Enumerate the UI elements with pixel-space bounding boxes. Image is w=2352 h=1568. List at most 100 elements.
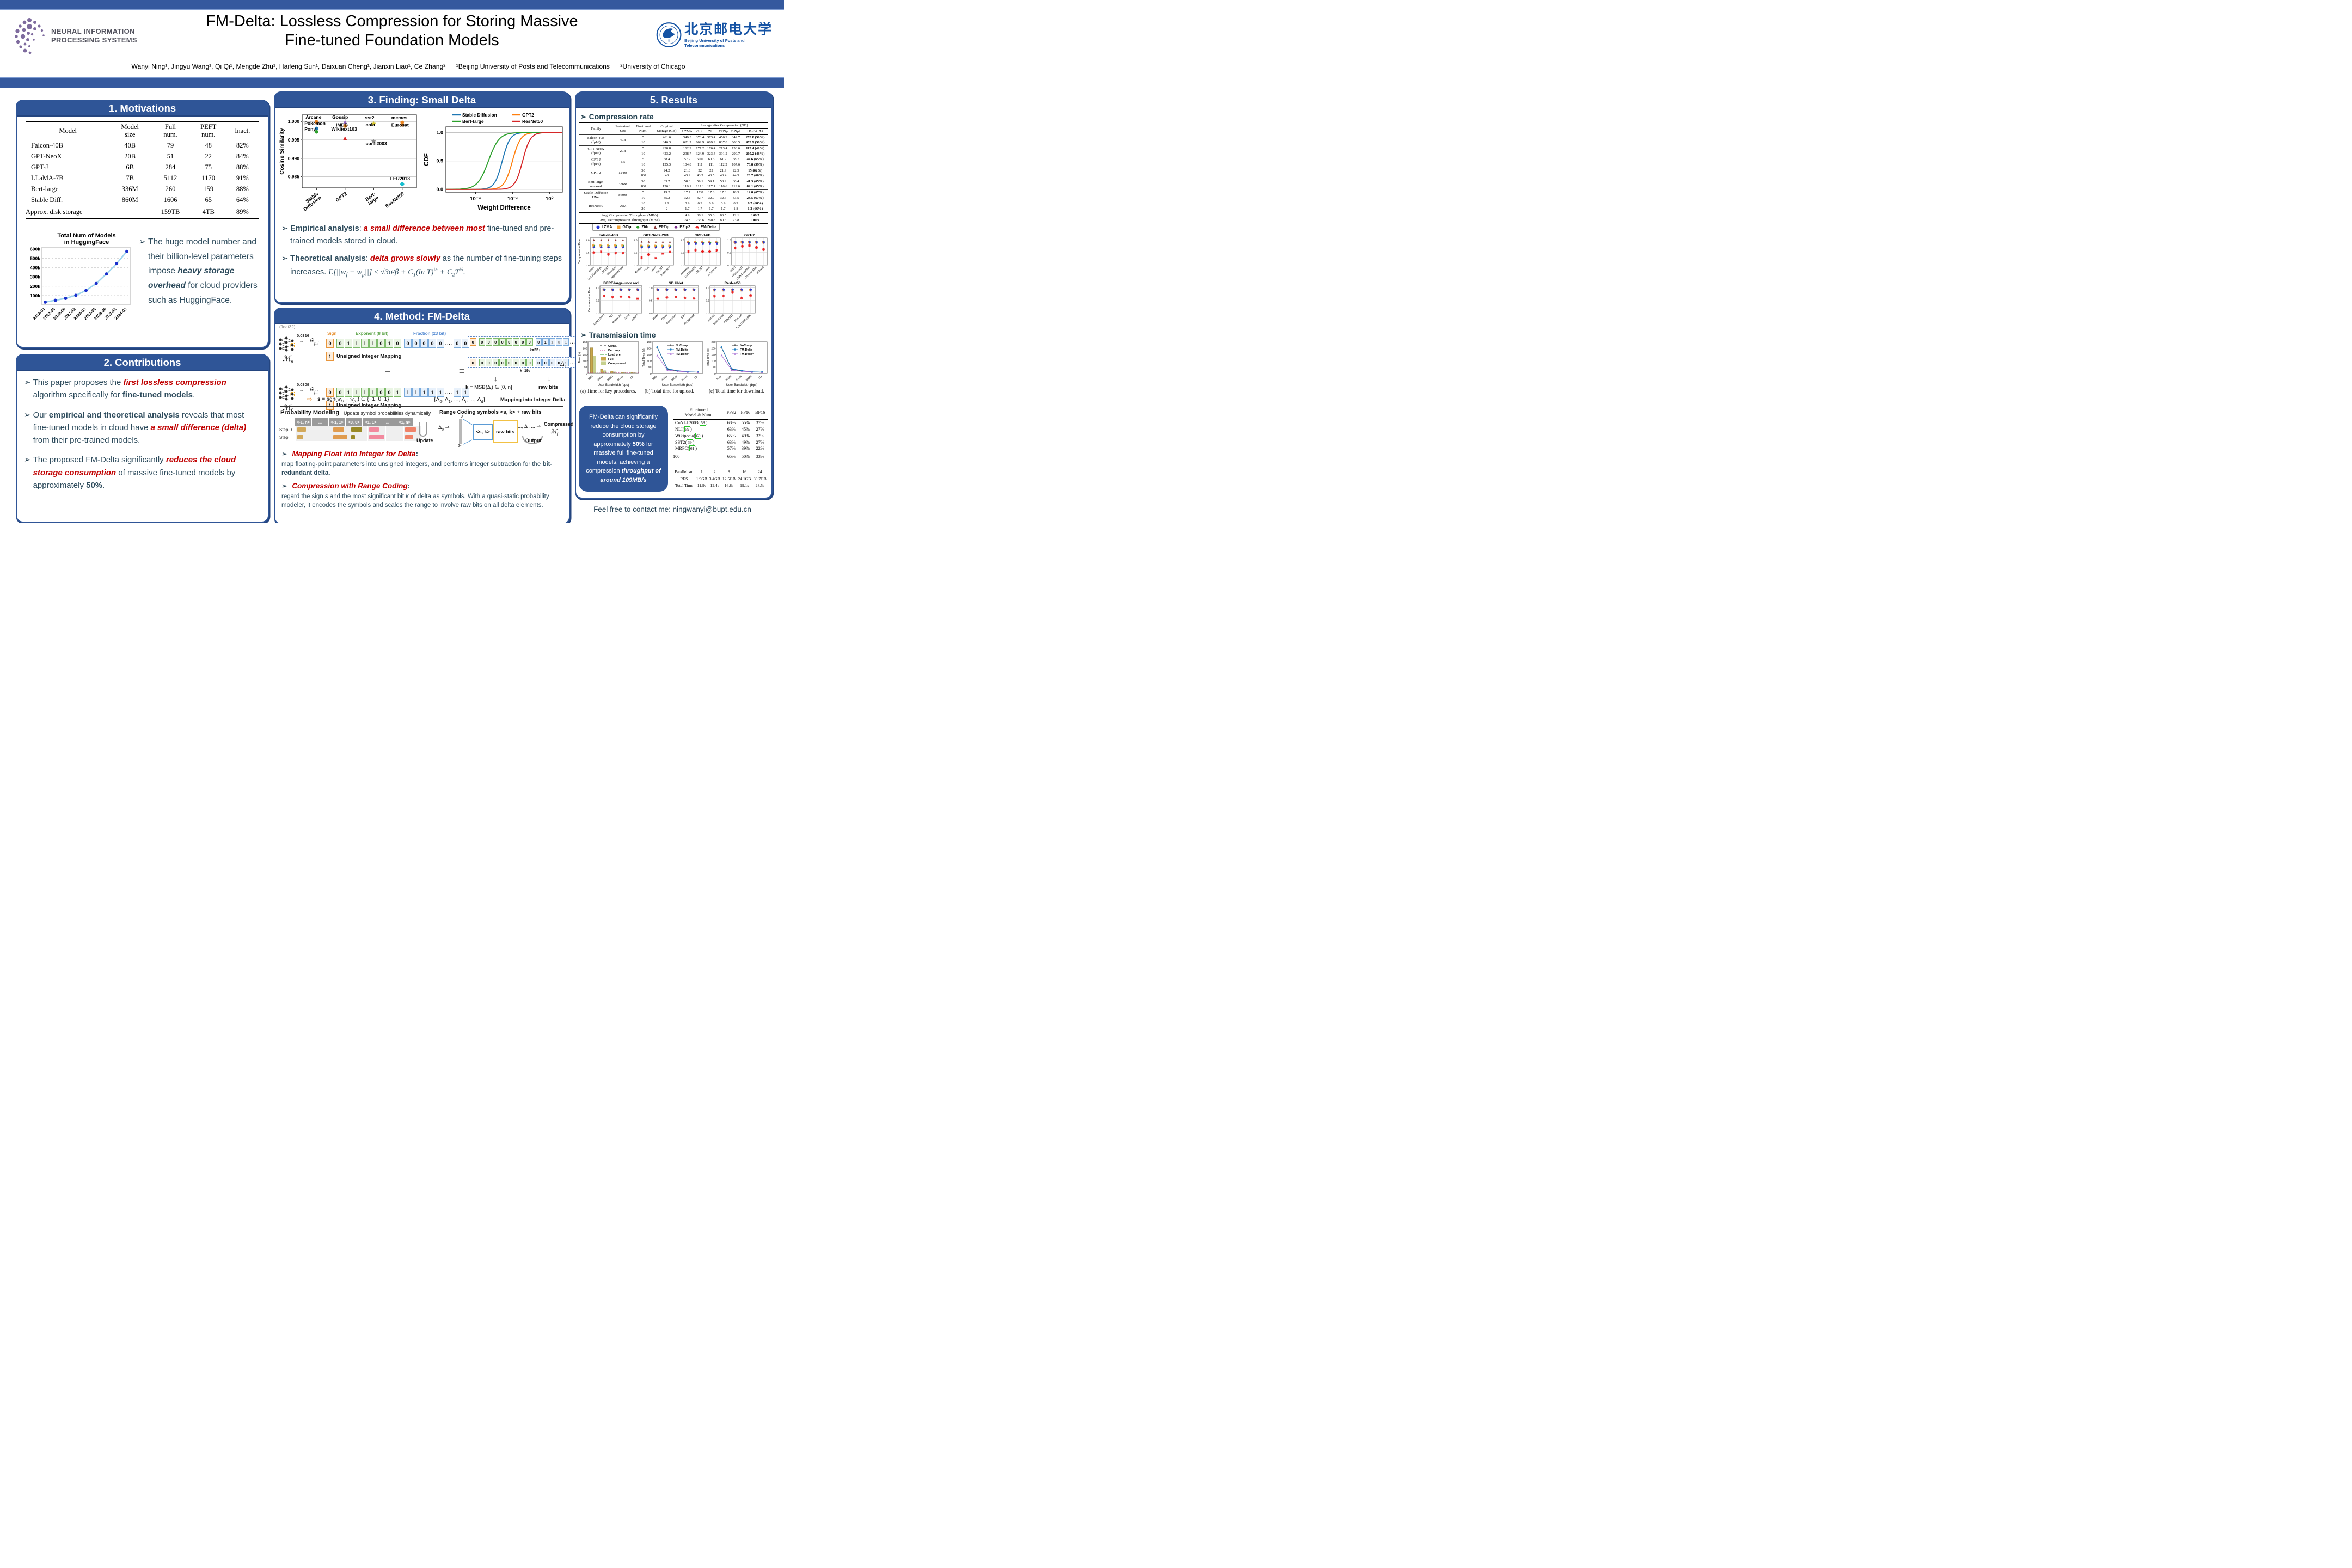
table-row: GPT-NeoX 20B 51 22 84% [26,151,259,162]
transmission-plot-svg: 0 50 100 150 200 250 Total Time (s) 50M 300M 500M… [707,341,768,387]
svg-text:500M: 500M [735,375,743,382]
svg-text:Compressed: Compressed [608,362,626,365]
cell: 373.4 [694,134,706,140]
cell: 176.4 [706,145,717,151]
table-row: CoNLL2003(58) 68% 55% 37% [675,420,764,426]
cell: 621.7 [683,140,691,145]
table-row: NLI(59) 63% 45% 27% [675,426,764,433]
column-header: FP16 [738,406,753,420]
svg-text:sst2: sst2 [365,115,375,120]
raw-bits-box: raw bits [493,420,518,443]
cell: 126.1 [663,185,671,189]
svg-text:MRPC: MRPC [631,314,639,322]
cell: 23.5 (67%) [746,195,764,200]
svg-text:NoComp.: NoComp. [740,344,753,347]
method-header: Zlib [706,128,717,136]
table-row: 10 35.2 32.5 32.7 32.7 32.6 33.5 23.5 (67%) [579,195,768,201]
svg-text:250: 250 [583,341,587,344]
cell: 158.6 [729,145,743,151]
cell: 60.4 [729,179,743,185]
cell: 7B [126,174,134,182]
cell: 1.8 [733,206,738,211]
cell: 11.9s [695,482,708,489]
bit-cell: 0 [519,338,526,346]
sign-label: Sign [327,331,337,336]
range-fan-lines [463,419,473,445]
mf-symbol: ℳf [283,404,292,414]
cell: 82.1 (65%) [746,185,764,189]
table-row: LLaMA-7B 7B 5112 1170 91% [26,173,259,184]
bupt-name-en: Beijing University of Posts and Telecomm… [684,38,745,48]
cell: 17.8 [716,189,730,195]
cell: 1.7 [709,206,714,211]
transmission-plot-svg: 0 50 100 150 200 250 Time (s) 50M 300M 500M 800M 1G… [578,341,639,387]
column-header: Finetuned Num. [633,122,653,135]
svg-text:User Bandwidth (bps): User Bandwidth (bps) [662,384,694,387]
cell: Parallelism [673,467,695,476]
table-row: SST2(39) 63% 49% 27% [675,439,764,445]
bit-cell: 0 [506,359,512,366]
cell: 5 [633,189,653,195]
column-header: Model size [110,120,150,140]
mini-plots-row-2: BERT-large-uncased 0.0 0.5 1.0 Compression R… [588,280,757,328]
neurips-logo: NEURAL INFORMATION PROCESSING SYSTEMS [13,13,138,59]
bupt-seal-icon [656,22,682,47]
range-coding-title: Range Coding symbols <s, k> + raw bits [439,409,542,415]
svg-text:10⁻⁴: 10⁻⁴ [470,196,481,202]
svg-text:Load pre.: Load pre. [608,353,622,357]
compression-legend: LZMA GZip Zlib FPZip BZip2 FM-Delta [592,224,720,231]
svg-text:150: 150 [583,353,587,357]
cell: 608.5 [732,140,740,145]
svg-text:NoComp.: NoComp. [676,344,689,347]
poster: NEURAL INFORMATION PROCESSING SYSTEMS FM… [0,0,784,523]
svg-text:CoNLL2003: CoNLL2003 [593,314,605,326]
svg-text:0.5: 0.5 [586,252,590,255]
mini-plot: BERT-large-uncased 0.0 0.5 1.0 Compression R… [588,281,642,326]
svg-text:0: 0 [586,372,587,376]
cdf-svg: Stable Diffusion GPT2 Bert-large ResNet50 0.… [424,112,563,211]
range-zero-label: 0 [461,415,463,419]
contribution-bullet: ➢ Our empirical and theoretical analysis … [24,410,247,445]
cell: 59.1 [694,179,706,185]
cell: 1.7 [697,206,702,211]
svg-text:memes: memes [391,115,408,120]
svg-text:Bert-large: Bert-large [462,119,484,124]
transmission-plot-a: 0 50 100 150 200 250 Time (s) 50M 300M 500M 800M 1G… [578,340,640,389]
cell: 50 [633,179,653,185]
prob-col-header: <0, 0> [346,418,363,426]
cell: 100 [640,174,646,178]
cell: 18.3 [729,189,743,195]
transmission-plot-b: 0 50 100 150 200 250 Total Time (s) 50M 300M 500M… [642,340,705,389]
column-header: Inact. [225,120,259,140]
cell: 837.8 [719,140,727,145]
cell: 41.3 (65%) [742,179,768,185]
bit-cell: 1 [549,338,555,346]
cell: 43.2 [684,174,691,178]
cell: 20B [124,152,136,161]
table-row: 10 846.3 621.7 669.9 669.9 837.8 608.5 473.9 (5… [579,140,768,146]
cell: 48 [205,142,212,150]
cell: 10 [641,151,645,156]
cell: 22 [706,167,717,174]
caption-b: (b) Total time for upload. [645,388,694,394]
top-bar [0,0,784,10]
bit-cell: 0 [556,338,562,346]
fp-precision-table: Finetuned Model & Num. FP32 FP16 BF16 CoNLL20… [673,406,768,461]
motivations-bullet: ➢ The huge model number and their billio… [139,235,262,308]
bit-cell: 0 [506,338,512,346]
column-header: Full num. [150,120,191,140]
cell: 22 [694,167,706,174]
svg-text:50M: 50M [587,375,593,381]
svg-text:StableDiffusion: StableDiffusion [299,191,323,212]
table-footer-row: 100 65% 50% 33% [673,451,768,461]
svg-text:50M: 50M [716,375,722,381]
svg-text:300M: 300M [597,375,604,382]
cell: 58.7 [729,156,743,163]
cell: 2 [665,206,668,211]
section-motivations-title: 1. Motivations [17,101,268,117]
svg-text:Falcon-40B: Falcon-40B [599,234,618,237]
cell: RES [680,476,688,481]
